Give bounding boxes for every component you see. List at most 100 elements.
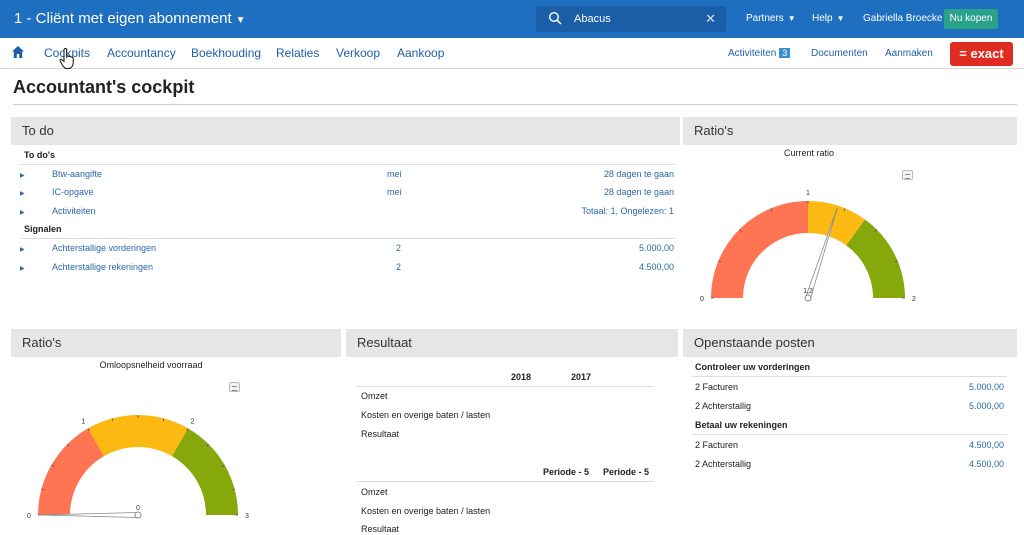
gauge-pivot: [804, 294, 812, 302]
ratio-panel-header: Ratio's: [683, 117, 1017, 145]
expand-icon[interactable]: ▶: [20, 210, 25, 216]
open-row-amount[interactable]: 4.500,00: [968, 440, 1004, 450]
gauge-title: Current ratio: [783, 148, 835, 158]
documents-link[interactable]: Documenten: [811, 48, 868, 59]
open-row-amount[interactable]: 4.500,00: [968, 459, 1004, 469]
gauge-band: [88, 415, 188, 457]
divider: [356, 386, 654, 387]
chevron-down-icon: ▼: [787, 14, 796, 23]
expand-icon[interactable]: ▶: [20, 191, 25, 197]
activities-count-badge: 3: [779, 48, 791, 58]
gauge-pivot: [134, 511, 142, 519]
signal-row-label[interactable]: Achterstallige vorderingen: [52, 243, 157, 253]
result-row-label: Kosten en overige baten / lasten: [361, 506, 491, 516]
signal-row-amount: 5.000,00: [638, 243, 674, 253]
gauge-tick: [718, 260, 722, 263]
todo-row-month: mei: [387, 169, 402, 179]
company-name: 1 - Cliënt met eigen abonnement: [14, 10, 232, 27]
todo-row-label[interactable]: Btw-aangifte: [52, 169, 103, 179]
gauge-tick-label: 0: [700, 296, 704, 303]
gauge-tick: [894, 260, 898, 263]
gauge-tick: [87, 428, 90, 432]
gauge-tick: [770, 208, 773, 212]
todo-title: To do: [22, 123, 54, 138]
top-bar: 1 - Cliënt met eigen abonnement▼ ✕ Partn…: [0, 0, 1024, 38]
signal-row-label[interactable]: Achterstallige rekeningen: [52, 262, 154, 272]
menu-item-verkoop[interactable]: Verkoop: [336, 46, 381, 60]
ratio-title: Ratio's: [694, 123, 734, 138]
gauge-tick: [41, 488, 45, 491]
gauge-tick-label: 1: [82, 419, 86, 426]
main-menu-bar: Cockpits Accountancy Boekhouding Relatie…: [0, 38, 1024, 69]
chart-menu-icon[interactable]: [902, 170, 913, 180]
divider: [20, 238, 675, 239]
chart-menu-icon[interactable]: [229, 382, 240, 392]
menu-item-accountancy[interactable]: Accountancy: [107, 46, 176, 60]
gauge-tick: [51, 464, 55, 467]
company-selector[interactable]: 1 - Cliënt met eigen abonnement ▼: [14, 10, 246, 27]
todo-row-month: mei: [387, 187, 402, 197]
buy-now-button[interactable]: Nu kopen: [944, 9, 998, 29]
divider: [692, 434, 1007, 435]
divider: [20, 164, 675, 165]
signals-section-label: Signalen: [24, 224, 62, 234]
divider: [13, 104, 1017, 105]
result-panel-header: Resultaat: [346, 329, 678, 357]
todo-row-status: 28 dagen te gaan: [603, 187, 674, 197]
gauge-tick: [739, 229, 742, 232]
result-row-label: Resultaat: [361, 524, 400, 534]
gauge-band: [846, 219, 905, 298]
menu-item-aankoop[interactable]: Aankoop: [397, 46, 445, 60]
partners-label: Partners: [746, 13, 784, 24]
exact-logo: = exact: [950, 42, 1013, 66]
help-label: Help: [812, 13, 833, 24]
help-menu[interactable]: Help ▼: [812, 13, 845, 24]
open-items-title: Openstaande posten: [694, 335, 815, 350]
signal-row-count: 2: [396, 243, 402, 253]
search-icon: [548, 11, 562, 25]
gauge-tick-label: 1: [806, 190, 810, 197]
todo-panel-header: To do: [11, 117, 680, 145]
receivables-section-label: Controleer uw vorderingen: [695, 362, 811, 372]
expand-icon[interactable]: ▶: [20, 247, 25, 253]
expand-icon[interactable]: ▶: [20, 266, 25, 272]
column-header: 2017: [571, 372, 592, 382]
gauge-tick: [186, 428, 189, 432]
user-menu[interactable]: Gabriella Broecke: [863, 13, 943, 24]
column-header: 2018: [511, 372, 532, 382]
todo-row-label[interactable]: IC-opgave: [52, 187, 94, 197]
turnover-gauge: 0 1 2 3 0: [27, 415, 249, 520]
gauge-band: [38, 428, 104, 515]
gauge-tick: [843, 208, 846, 212]
result-row-label: Resultaat: [361, 429, 400, 439]
ratio-title: Ratio's: [22, 335, 62, 350]
home-icon[interactable]: [11, 45, 25, 59]
expand-icon[interactable]: ▶: [20, 173, 25, 179]
gauge-value-label: 0: [136, 505, 140, 512]
todo-row-status: 28 dagen te gaan: [603, 169, 674, 179]
open-row-label: 2 Achterstallig: [695, 459, 752, 469]
gauge-band: [808, 201, 866, 246]
divider: [692, 376, 1007, 377]
search-input[interactable]: [574, 10, 704, 28]
todo-section-label: To do's: [24, 150, 55, 160]
create-link[interactable]: Aanmaken: [885, 48, 933, 59]
open-row-label: 2 Achterstallig: [695, 401, 752, 411]
menu-item-relaties[interactable]: Relaties: [276, 46, 320, 60]
divider: [356, 481, 654, 482]
result-row-label: Kosten en overige baten / lasten: [361, 410, 491, 420]
partners-menu[interactable]: Partners ▼: [746, 13, 796, 24]
gauge-tick-label: 3: [245, 513, 249, 520]
close-icon[interactable]: ✕: [705, 11, 716, 26]
hand-cursor-icon: [59, 48, 74, 69]
open-row-label: 2 Facturen: [695, 440, 739, 450]
menu-item-boekhouding[interactable]: Boekhouding: [191, 46, 262, 60]
gauge-title: Omloopsnelheid voorraad: [99, 360, 203, 370]
open-row-amount[interactable]: 5.000,00: [968, 382, 1004, 392]
gauge-band: [172, 428, 238, 515]
activities-link[interactable]: Activiteiten 3: [728, 48, 791, 59]
todo-row-label[interactable]: Activiteiten: [52, 206, 96, 216]
open-row-amount[interactable]: 5.000,00: [968, 401, 1004, 411]
page-title: Accountant's cockpit: [13, 77, 195, 97]
gauge-tick: [111, 418, 114, 422]
